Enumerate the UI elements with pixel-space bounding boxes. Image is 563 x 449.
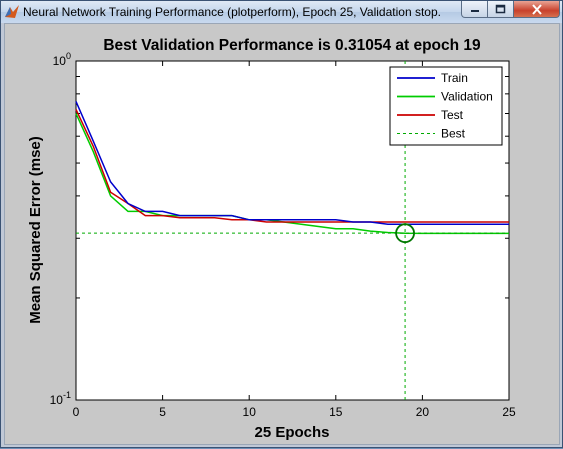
x-tick-label: 10 [243,405,257,419]
series-test-line [75,109,509,223]
y-tick-label: 100 [53,51,71,68]
y-tick-exponent: -1 [63,390,71,400]
legend-box [389,66,503,146]
chart-title: Best Validation Performance is 0.31054 a… [103,37,481,54]
y-tick-base: 10 [53,54,67,68]
legend-label-validation: Validation [441,90,493,104]
x-tick-label: 20 [416,405,430,419]
minimize-button[interactable] [461,1,488,18]
x-tick-label: 15 [329,405,343,419]
close-button[interactable] [514,1,560,18]
maximize-button[interactable] [488,1,514,18]
minimize-icon [470,10,479,12]
series-train-line [75,101,509,225]
x-tick-label: 0 [73,405,80,419]
maximize-icon [495,4,506,14]
legend-label-best: Best [441,127,466,141]
series-layer [75,61,509,400]
close-icon [531,3,542,15]
legend-label-train: Train [441,71,468,85]
performance-chart: Best Validation Performance is 0.31054 a… [27,37,516,441]
legend: Train Validation Test Best [389,66,503,146]
y-axis-label: Mean Squared Error (mse) [27,136,44,324]
matlab-icon [5,5,19,18]
y-tick-label: 10-1 [50,390,71,407]
best-marker-circle [395,223,415,244]
x-axis-label: 25 Epochs [254,424,329,441]
title-bar[interactable]: Neural Network Training Performance (plo… [1,1,562,23]
window-title: Neural Network Training Performance (plo… [23,5,441,19]
x-tick-label: 5 [159,405,166,419]
y-tick-exponent: 0 [66,51,71,61]
x-tick-label: 25 [502,405,516,419]
figure-area: Best Validation Performance is 0.31054 a… [4,23,560,445]
y-tick-base: 10 [50,393,64,407]
legend-label-test: Test [441,108,464,122]
